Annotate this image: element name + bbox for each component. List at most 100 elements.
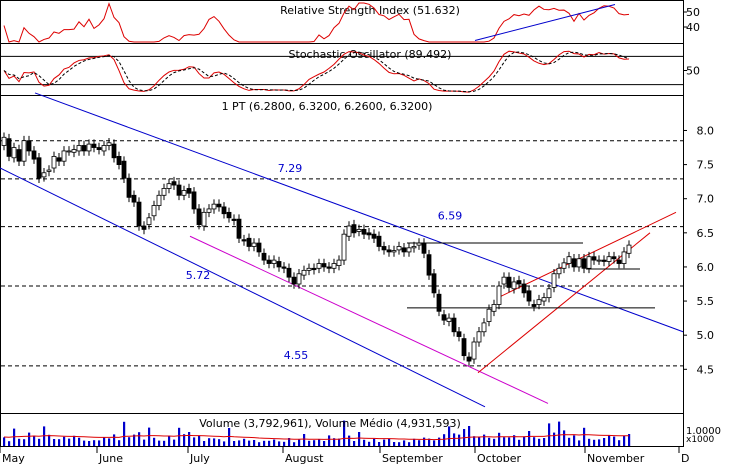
- candle-body: [56, 157, 62, 162]
- volume-bar: [503, 437, 506, 446]
- volume-bar: [433, 440, 436, 446]
- price-y-tick-label: 7.5: [697, 159, 715, 172]
- level-label: 6.59: [438, 210, 463, 223]
- volume-bar: [418, 440, 421, 446]
- candle-body: [316, 263, 322, 269]
- candle-body: [556, 267, 562, 275]
- candle-body: [261, 252, 267, 261]
- candle-body: [11, 147, 17, 159]
- volume-bar: [338, 438, 341, 446]
- x-axis: May June July August September October Novembe…: [0, 447, 689, 465]
- candle-body: [536, 299, 542, 305]
- candle-body: [321, 263, 327, 268]
- volume-bar: [58, 439, 61, 446]
- level-label: 4.55: [284, 349, 309, 362]
- volume-bar: [393, 442, 396, 446]
- volume-bar: [448, 426, 451, 446]
- candle-body: [341, 233, 347, 261]
- price-y-tick-label: 8.0: [697, 124, 715, 137]
- volume-bar: [173, 439, 176, 446]
- volume-bar: [383, 439, 386, 446]
- candle-body: [236, 218, 242, 239]
- volume-bar: [593, 439, 596, 446]
- candle-body: [581, 258, 587, 269]
- candle-body: [591, 256, 597, 261]
- candle-body: [601, 259, 607, 262]
- volume-bar: [228, 428, 231, 446]
- volume-bar: [533, 437, 536, 446]
- candle-body: [546, 288, 552, 299]
- candle-body: [96, 147, 102, 150]
- volume-panel: Volume (3,792,961), Volume Médio (4,931,…: [0, 413, 721, 447]
- candle-body: [241, 239, 247, 242]
- candle-body: [296, 273, 302, 285]
- candle-body: [566, 256, 572, 264]
- candle-body: [521, 283, 527, 294]
- candle-body: [256, 242, 262, 253]
- volume-bar: [588, 438, 591, 446]
- candle-body: [26, 140, 32, 152]
- candle-body: [336, 259, 342, 266]
- candle-body: [456, 331, 462, 337]
- volume-bar: [523, 436, 526, 446]
- candle-body: [531, 304, 537, 307]
- volume-bar: [193, 437, 196, 446]
- x-axis-month-label: November: [587, 452, 645, 465]
- candle-body: [121, 160, 127, 179]
- candle-body: [76, 145, 82, 152]
- candle-body: [46, 169, 52, 172]
- volume-bar: [513, 435, 516, 446]
- x-axis-month-label: D: [681, 452, 689, 465]
- volume-bar: [213, 438, 216, 446]
- candle-body: [266, 259, 272, 264]
- volume-bar: [568, 437, 571, 446]
- volume-bar: [378, 442, 381, 446]
- candle-body: [196, 208, 202, 226]
- volume-bar: [118, 440, 121, 446]
- volume-bar: [313, 440, 316, 446]
- volume-bar: [308, 440, 311, 446]
- volume-bar: [153, 437, 156, 446]
- candle-body: [291, 276, 297, 285]
- volume-bar: [3, 437, 6, 446]
- volume-bar: [163, 440, 166, 446]
- volume-bar: [288, 438, 291, 446]
- candle-body: [206, 208, 212, 213]
- volume-bar: [133, 434, 136, 446]
- candle-body: [451, 317, 457, 333]
- volume-bar: [238, 440, 241, 446]
- price-y-tick-label: 5.5: [697, 295, 715, 308]
- candle-body: [426, 254, 432, 276]
- volume-bar: [373, 438, 376, 446]
- inner-downtrend-line: [189, 235, 549, 404]
- candle-body: [476, 331, 482, 343]
- candle-body: [621, 251, 627, 264]
- volume-bar: [323, 441, 326, 446]
- volume-bar: [148, 427, 151, 446]
- volume-bar: [553, 432, 556, 446]
- candle-body: [491, 304, 497, 312]
- x-axis-month-label: July: [189, 452, 210, 465]
- volume-bar: [158, 440, 161, 446]
- candle-body: [51, 155, 57, 169]
- candle-body: [146, 217, 152, 226]
- upper-uptrend-line: [497, 211, 677, 299]
- volume-bar: [128, 437, 131, 446]
- volume-bar: [268, 440, 271, 446]
- candle-body: [501, 276, 507, 285]
- price-y-tick-label: 7.0: [697, 193, 715, 206]
- candle-body: [326, 266, 332, 269]
- stochastic-k-line: [3, 50, 630, 93]
- candle-body: [606, 256, 612, 262]
- level-label: 7.29: [278, 162, 303, 175]
- volume-bar: [353, 441, 356, 446]
- volume-bar: [248, 440, 251, 446]
- candle-body: [211, 203, 217, 210]
- candle-body: [401, 247, 407, 253]
- volume-bar: [78, 437, 81, 446]
- volume-bar: [348, 435, 351, 446]
- candle-body: [101, 145, 107, 152]
- candle-body: [576, 258, 582, 268]
- candle-body: [431, 273, 437, 294]
- volume-bar: [253, 440, 256, 446]
